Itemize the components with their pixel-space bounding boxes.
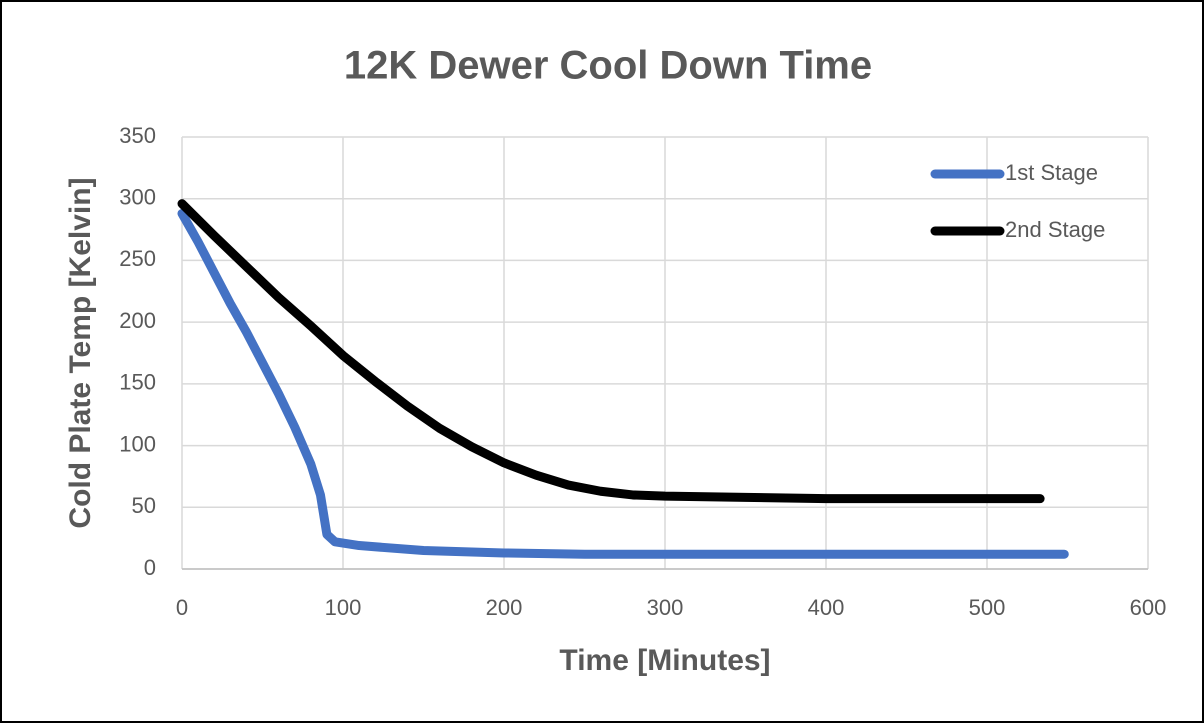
x-tick-label: 200: [486, 595, 523, 620]
y-tick-label: 150: [119, 370, 156, 395]
x-tick-label: 300: [647, 595, 684, 620]
x-tick-label: 0: [176, 595, 188, 620]
y-tick-label: 100: [119, 431, 156, 456]
x-axis-title: Time [Minutes]: [559, 644, 770, 677]
data-line: [177, 199, 1045, 504]
x-tick-label: 400: [808, 595, 845, 620]
y-tick-label: 350: [119, 123, 156, 148]
x-tick-label: 500: [969, 595, 1006, 620]
legend-label: 2nd Stage: [1005, 217, 1105, 242]
chart-title: 12K Dewer Cool Down Time: [344, 44, 872, 88]
legend-label: 1st Stage: [1005, 160, 1098, 185]
x-tick-label: 600: [1130, 595, 1167, 620]
y-tick-label: 0: [144, 555, 156, 580]
y-tick-label: 300: [119, 185, 156, 210]
y-tick-label: 200: [119, 308, 156, 333]
y-axis-title: Cold Plate Temp [Kelvin]: [64, 177, 97, 528]
y-tick-label: 50: [132, 493, 156, 518]
y-tick-label: 250: [119, 246, 156, 271]
data-line: [177, 209, 1069, 559]
x-tick-label: 100: [325, 595, 362, 620]
